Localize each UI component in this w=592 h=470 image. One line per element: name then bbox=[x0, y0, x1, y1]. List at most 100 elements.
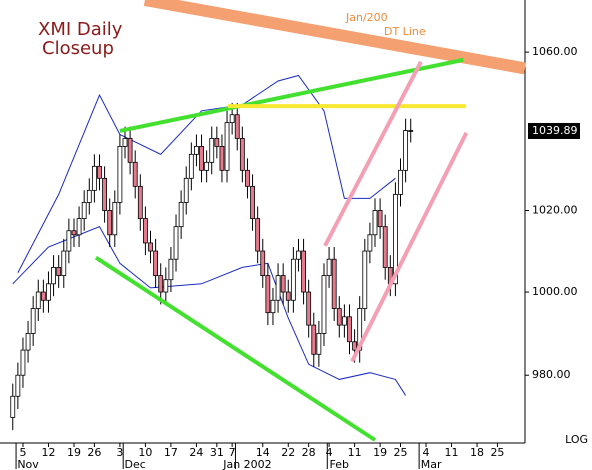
candle-body bbox=[204, 161, 210, 171]
candle-body bbox=[296, 250, 301, 260]
candle-body bbox=[56, 267, 62, 276]
candle-body bbox=[137, 185, 143, 219]
candle-body bbox=[25, 333, 31, 351]
candle-body bbox=[168, 258, 174, 281]
candle-body bbox=[30, 308, 36, 334]
x-tick-label: 25 bbox=[490, 446, 504, 459]
candle-body bbox=[260, 250, 266, 276]
candle-body bbox=[341, 316, 347, 326]
candle-body bbox=[347, 316, 352, 343]
x-tick-label: 14 bbox=[256, 446, 270, 459]
candle-body bbox=[86, 189, 92, 203]
candle-body bbox=[229, 114, 235, 124]
candle-body bbox=[316, 333, 322, 355]
candle-body bbox=[362, 250, 368, 309]
x-tick-label: 5 bbox=[19, 446, 26, 459]
candle-body bbox=[143, 218, 148, 244]
candle-body bbox=[81, 202, 87, 219]
annotation: Jan/200 bbox=[345, 11, 388, 24]
candle-body bbox=[66, 230, 72, 252]
candle-body bbox=[117, 146, 123, 203]
chart-subtitle: Closeup bbox=[42, 38, 114, 59]
x-tick-label: 10 bbox=[138, 446, 152, 459]
trendline bbox=[94, 255, 377, 442]
candle-body bbox=[219, 146, 225, 171]
trendline bbox=[119, 57, 464, 133]
candle-body bbox=[178, 202, 184, 228]
candle-body bbox=[301, 250, 306, 293]
x-tick-label: 28 bbox=[302, 446, 316, 459]
bollinger-band bbox=[12, 226, 407, 396]
chart-title: XMI Daily bbox=[38, 19, 123, 40]
candle-body bbox=[173, 226, 179, 260]
candle-body bbox=[255, 218, 261, 252]
candle-body bbox=[265, 275, 271, 314]
candle-body bbox=[275, 275, 281, 301]
x-tick-label: 26 bbox=[87, 446, 101, 459]
candle-body bbox=[245, 169, 250, 187]
candle-body bbox=[239, 138, 245, 171]
candle-body bbox=[321, 275, 327, 334]
candle-body bbox=[398, 169, 403, 195]
candle-body bbox=[285, 291, 291, 301]
y-tick-label: 980.00 bbox=[532, 368, 571, 381]
candle-body bbox=[71, 230, 77, 236]
x-tick-label: 12 bbox=[41, 446, 55, 459]
candle-body bbox=[107, 210, 113, 236]
candle-body bbox=[91, 165, 97, 191]
candle-body bbox=[377, 210, 383, 228]
y-tick-label: 1020.00 bbox=[532, 203, 578, 216]
x-tick-label: 17 bbox=[164, 446, 178, 459]
x-tick-label: 7 bbox=[229, 446, 236, 459]
candle-body bbox=[270, 299, 276, 314]
candle-body bbox=[311, 324, 317, 355]
month-label: Mar bbox=[421, 458, 442, 470]
candle-body bbox=[367, 234, 373, 252]
candle-body bbox=[306, 291, 312, 326]
candle-body bbox=[224, 122, 230, 171]
candle-body bbox=[352, 341, 357, 351]
candle-body bbox=[10, 395, 16, 418]
candle-body bbox=[250, 185, 255, 219]
x-tick-label: 3 bbox=[116, 446, 123, 459]
log-label: LOG bbox=[565, 433, 588, 446]
candle-body bbox=[209, 138, 215, 163]
x-tick-label: 25 bbox=[394, 446, 408, 459]
trendline bbox=[350, 132, 469, 363]
month-label: Jan 2002 bbox=[222, 458, 271, 470]
y-tick-label: 1000.00 bbox=[532, 285, 578, 298]
candle-body bbox=[188, 153, 194, 179]
candle-body bbox=[61, 250, 67, 276]
candle-body bbox=[336, 308, 342, 326]
trendline bbox=[323, 60, 423, 247]
candle-body bbox=[158, 275, 164, 293]
candle-body bbox=[76, 218, 82, 236]
candle-body bbox=[280, 275, 286, 293]
candle-body bbox=[163, 279, 169, 293]
month-label: Nov bbox=[17, 458, 39, 470]
month-label: Dec bbox=[125, 458, 146, 470]
candle-body bbox=[102, 177, 107, 211]
x-tick-label: 31 bbox=[210, 446, 224, 459]
candle-body bbox=[148, 242, 153, 252]
x-tick-label: 22 bbox=[281, 446, 295, 459]
candle-body bbox=[326, 258, 332, 276]
candle-body bbox=[194, 146, 199, 155]
x-tick-label: 19 bbox=[373, 446, 387, 459]
candle-body bbox=[214, 138, 220, 147]
candle-body bbox=[372, 210, 378, 236]
candle-body bbox=[408, 130, 414, 132]
x-tick-label: 11 bbox=[348, 446, 362, 459]
candle-body bbox=[183, 177, 189, 203]
last-price-label: 1039.89 bbox=[532, 124, 578, 137]
trendline bbox=[143, 0, 527, 75]
candle-body bbox=[393, 193, 398, 285]
candle-body bbox=[234, 114, 240, 139]
candle-body bbox=[290, 258, 296, 301]
candle-body bbox=[97, 165, 102, 179]
annotation: DT Line bbox=[384, 25, 426, 38]
candle-body bbox=[20, 349, 26, 376]
candle-body bbox=[199, 146, 204, 171]
